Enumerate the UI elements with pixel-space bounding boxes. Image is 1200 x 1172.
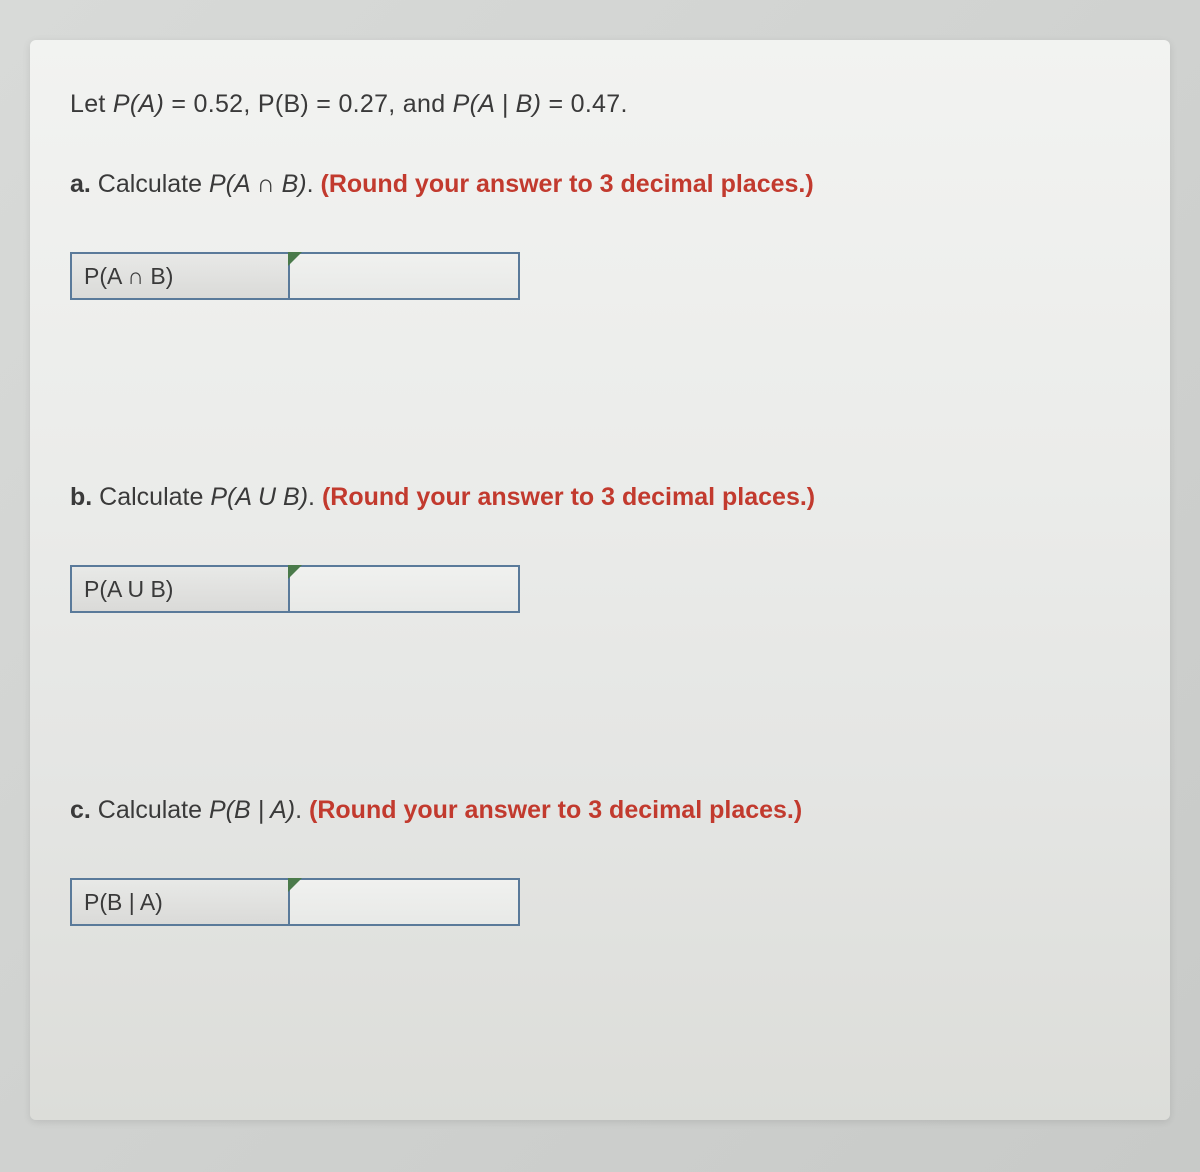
- answer-input-cell-a: [290, 252, 520, 300]
- prompt-a: a. Calculate P(A ∩ B). (Round your answe…: [70, 167, 1130, 202]
- intro-text: Let P(A) = 0.52, P(B) = 0.27, and P(A | …: [70, 90, 1130, 119]
- hint-a: (Round your answer to 3 decimal places.): [321, 170, 814, 198]
- period-b: .: [308, 483, 322, 511]
- expr-c: P(B | A): [209, 796, 295, 824]
- period-a: .: [307, 170, 321, 198]
- part-label-a: a.: [70, 170, 91, 198]
- answer-input-a[interactable]: [290, 254, 518, 298]
- answer-row-c: P(B | A): [70, 878, 1130, 926]
- intro-prefix: Let: [70, 90, 113, 118]
- answer-row-b: P(A U B): [70, 565, 1130, 613]
- question-a: a. Calculate P(A ∩ B). (Round your answe…: [70, 167, 1130, 300]
- prompt-c: c. Calculate P(B | A). (Round your answe…: [70, 793, 1130, 828]
- question-c: c. Calculate P(B | A). (Round your answe…: [70, 793, 1130, 926]
- answer-input-c[interactable]: [290, 880, 518, 924]
- part-label-b: b.: [70, 483, 92, 511]
- hint-b: (Round your answer to 3 decimal places.): [322, 483, 815, 511]
- prompt-b: b. Calculate P(A U B). (Round your answe…: [70, 480, 1130, 515]
- answer-input-cell-c: [290, 878, 520, 926]
- answer-input-b[interactable]: [290, 567, 518, 611]
- intro-pab-eq: = 0.47.: [541, 90, 628, 118]
- answer-row-a: P(A ∩ B): [70, 252, 1130, 300]
- expr-a: P(A ∩ B): [209, 170, 307, 198]
- intro-pab-expr: P(A | B): [453, 90, 542, 118]
- expr-b: P(A U B): [210, 483, 308, 511]
- period-c: .: [295, 796, 309, 824]
- answer-label-a: P(A ∩ B): [70, 252, 290, 300]
- answer-label-b: P(A U B): [70, 565, 290, 613]
- answer-input-cell-b: [290, 565, 520, 613]
- intro-pa-expr: P(A): [113, 90, 164, 118]
- question-b: b. Calculate P(A U B). (Round your answe…: [70, 480, 1130, 613]
- intro-pa-eq: = 0.52,: [164, 90, 258, 118]
- answer-label-c: P(B | A): [70, 878, 290, 926]
- question-panel: Let P(A) = 0.52, P(B) = 0.27, and P(A | …: [30, 40, 1170, 1120]
- intro-pb-expr: P(B): [258, 90, 309, 118]
- intro-pb-eq: = 0.27, and: [309, 90, 453, 118]
- lead-a: Calculate: [91, 170, 209, 198]
- lead-b: Calculate: [92, 483, 210, 511]
- lead-c: Calculate: [91, 796, 209, 824]
- part-label-c: c.: [70, 796, 91, 824]
- hint-c: (Round your answer to 3 decimal places.): [309, 796, 802, 824]
